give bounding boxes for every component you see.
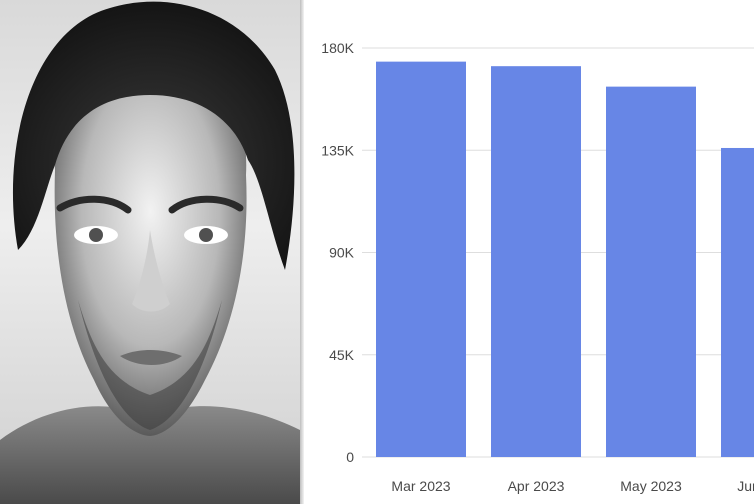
bar-chart-svg: 0 45K 90K 135K 180K Mar 2023 Apr 2023 May 2023… (321, 40, 754, 494)
y-tick-label: 135K (321, 142, 354, 158)
bar (606, 86, 696, 457)
bar (721, 147, 754, 457)
y-tick-label: 0 (346, 449, 354, 465)
bar-chart: 0 45K 90K 135K 180K Mar 2023 Apr 2023 May 2023… (304, 0, 754, 504)
y-tick-label: 180K (321, 40, 354, 56)
y-tick-label: 90K (329, 245, 355, 261)
portrait-photo (0, 0, 300, 504)
x-tick-label: Jun 2023 (737, 478, 754, 494)
x-axis-ticks: Mar 2023 Apr 2023 May 2023 Jun 2023 (391, 478, 754, 494)
y-axis-ticks: 0 45K 90K 135K 180K (321, 40, 354, 465)
y-tick-label: 45K (329, 347, 355, 363)
portrait-photo-icon (0, 1, 300, 504)
x-tick-label: Apr 2023 (508, 478, 565, 494)
x-tick-label: May 2023 (620, 478, 682, 494)
x-tick-label: Mar 2023 (391, 478, 450, 494)
panel-divider (300, 0, 304, 504)
bars (376, 61, 754, 458)
bar (491, 66, 581, 457)
bar (376, 61, 466, 458)
